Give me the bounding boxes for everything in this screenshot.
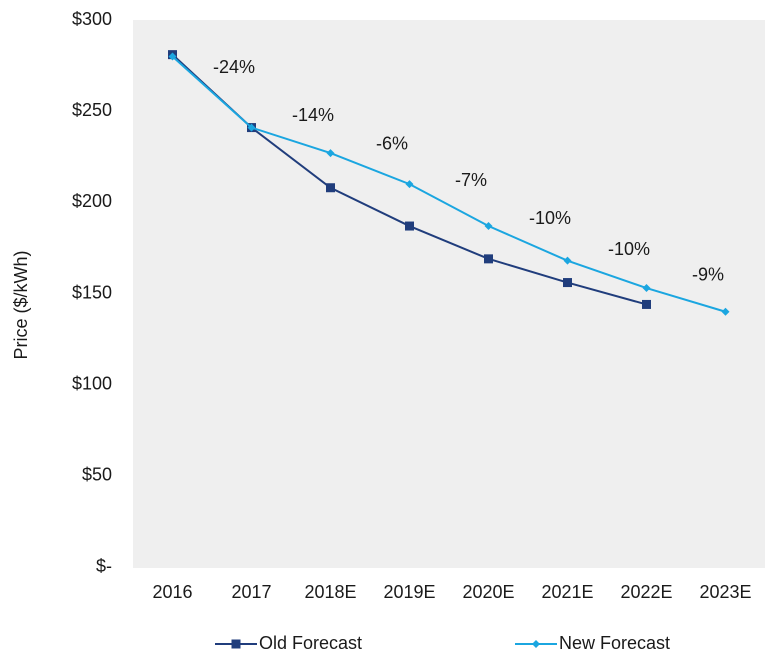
plot-area <box>133 20 765 568</box>
legend-marker <box>231 639 241 649</box>
marker <box>326 149 335 158</box>
x-tick-label: 2018E <box>304 582 356 602</box>
x-tick-label: 2019E <box>383 582 435 602</box>
annotation: -10% <box>529 208 571 228</box>
y-tick-label: $100 <box>72 373 112 393</box>
annotation: -24% <box>213 57 255 77</box>
marker <box>721 307 730 316</box>
marker <box>405 221 414 231</box>
marker <box>405 180 414 189</box>
marker <box>247 123 256 132</box>
marker <box>168 52 177 61</box>
annotation: -14% <box>292 105 334 125</box>
annotation: -7% <box>455 170 487 190</box>
annotation: -6% <box>376 133 408 153</box>
marker <box>484 254 493 264</box>
x-tick-label: 2022E <box>620 582 672 602</box>
marker <box>563 278 572 288</box>
series-line <box>171 55 726 313</box>
y-tick-label: $50 <box>82 465 112 485</box>
marker <box>563 256 572 265</box>
annotation: -9% <box>692 265 724 285</box>
marker <box>326 183 335 193</box>
y-tick-label: $150 <box>72 282 112 302</box>
x-tick-label: 2021E <box>541 582 593 602</box>
marker <box>642 299 651 309</box>
x-tick-label: 2020E <box>462 582 514 602</box>
x-tick-label: 2023E <box>699 582 751 602</box>
marker <box>642 284 651 293</box>
y-tick-label: $250 <box>72 100 112 120</box>
annotation: -10% <box>608 239 650 259</box>
x-tick-label: 2016 <box>152 582 192 602</box>
y-tick-label: $200 <box>72 191 112 211</box>
legend-marker <box>532 640 540 648</box>
marker <box>484 222 493 231</box>
legend-label: New Forecast <box>559 633 670 653</box>
legend-label: Old Forecast <box>259 633 362 653</box>
y-tick-label: $- <box>96 556 112 576</box>
y-axis-label: Price ($/kWh) <box>11 250 31 359</box>
x-tick-label: 2017 <box>231 582 271 602</box>
y-tick-label: $300 <box>72 9 112 29</box>
